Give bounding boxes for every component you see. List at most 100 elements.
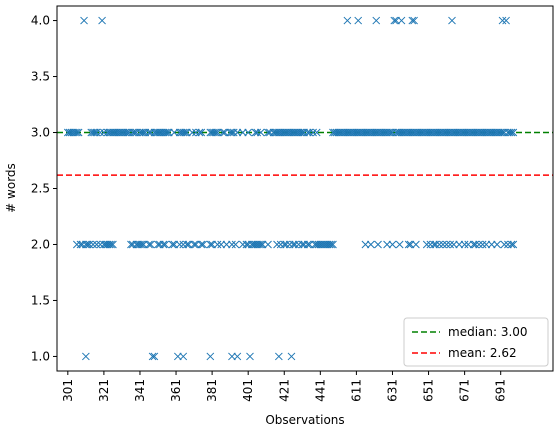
data-point: [74, 128, 83, 137]
data-point: [199, 240, 207, 249]
data-point: [330, 128, 339, 137]
data-point: [206, 240, 215, 249]
data-point: [251, 128, 260, 137]
data-point: [500, 240, 509, 249]
data-point: [356, 128, 364, 137]
data-point: [311, 240, 319, 249]
data-point: [404, 128, 413, 137]
data-point: [466, 128, 474, 137]
y-axis-label: # words: [4, 163, 18, 213]
data-point: [500, 128, 509, 137]
data-point: [440, 128, 449, 137]
data-point: [132, 128, 141, 137]
data-point: [357, 128, 366, 137]
data-point: [98, 16, 106, 25]
data-point: [87, 128, 96, 137]
data-point: [145, 240, 153, 249]
data-point: [213, 128, 222, 137]
data-point: [197, 240, 206, 249]
data-point: [188, 128, 197, 137]
data-point: [372, 128, 381, 137]
data-point: [487, 240, 496, 249]
data-point: [305, 240, 314, 249]
data-point: [253, 128, 262, 137]
data-point: [408, 128, 417, 137]
data-point: [498, 16, 507, 25]
data-point: [244, 240, 253, 249]
data-point: [421, 128, 429, 137]
data-point: [394, 128, 402, 137]
data-point: [184, 240, 193, 249]
data-point: [291, 240, 299, 249]
data-point: [449, 240, 458, 249]
x-tick-label: 671: [458, 379, 472, 402]
data-point: [255, 240, 263, 249]
data-point: [368, 128, 377, 137]
data-point: [195, 128, 204, 137]
data-point: [107, 128, 115, 137]
data-point: [282, 240, 290, 249]
data-point: [72, 240, 81, 249]
data-point: [303, 128, 312, 137]
data-point: [374, 240, 382, 249]
data-point: [504, 128, 512, 137]
data-point: [67, 128, 76, 137]
data-point: [273, 240, 281, 249]
data-point: [343, 16, 352, 25]
data-point: [91, 128, 99, 137]
data-point: [383, 128, 391, 137]
data-point: [118, 128, 126, 137]
data-point: [383, 240, 391, 249]
x-tick-label: 631: [385, 379, 399, 402]
legend-label-0: median: 3.00: [448, 325, 528, 339]
data-point: [177, 128, 186, 137]
data-point: [442, 240, 451, 249]
data-point: [300, 240, 308, 249]
data-point: [332, 128, 341, 137]
data-point: [128, 128, 137, 137]
data-point: [285, 240, 294, 249]
data-point: [183, 128, 191, 137]
data-point: [244, 128, 253, 137]
data-point: [287, 352, 296, 361]
y-tick-label: 2.0: [31, 237, 50, 251]
data-point: [226, 128, 235, 137]
data-point: [309, 128, 317, 137]
y-tick-label: 1.5: [31, 293, 50, 307]
data-point: [228, 240, 236, 249]
data-point: [109, 240, 117, 249]
data-point: [493, 128, 501, 137]
data-point: [107, 240, 115, 249]
data-point: [132, 240, 141, 249]
legend-box: [403, 317, 549, 367]
data-point: [363, 128, 372, 137]
data-point: [289, 240, 298, 249]
data-point: [264, 128, 272, 137]
data-point: [273, 128, 281, 137]
data-point: [280, 128, 289, 137]
data-point: [505, 128, 514, 137]
x-tick-label: 301: [61, 379, 75, 402]
data-point: [168, 240, 177, 249]
data-point: [435, 240, 444, 249]
x-axis-label: Observations: [265, 413, 344, 425]
data-point: [155, 240, 164, 249]
data-point: [325, 240, 334, 249]
data-point: [372, 16, 381, 25]
data-point: [477, 128, 485, 137]
data-point: [119, 128, 128, 137]
data-point: [103, 128, 112, 137]
data-point: [475, 240, 483, 249]
data-point: [125, 128, 133, 137]
data-point: [502, 16, 510, 25]
data-point: [278, 128, 287, 137]
y-tick-label: 3.0: [31, 126, 50, 140]
legend: median: 3.00 mean: 2.62: [403, 317, 549, 367]
data-point: [457, 128, 465, 137]
data-point: [486, 128, 494, 137]
data-point: [462, 128, 471, 137]
data-point: [145, 128, 153, 137]
data-point: [150, 128, 159, 137]
data-point: [206, 352, 215, 361]
